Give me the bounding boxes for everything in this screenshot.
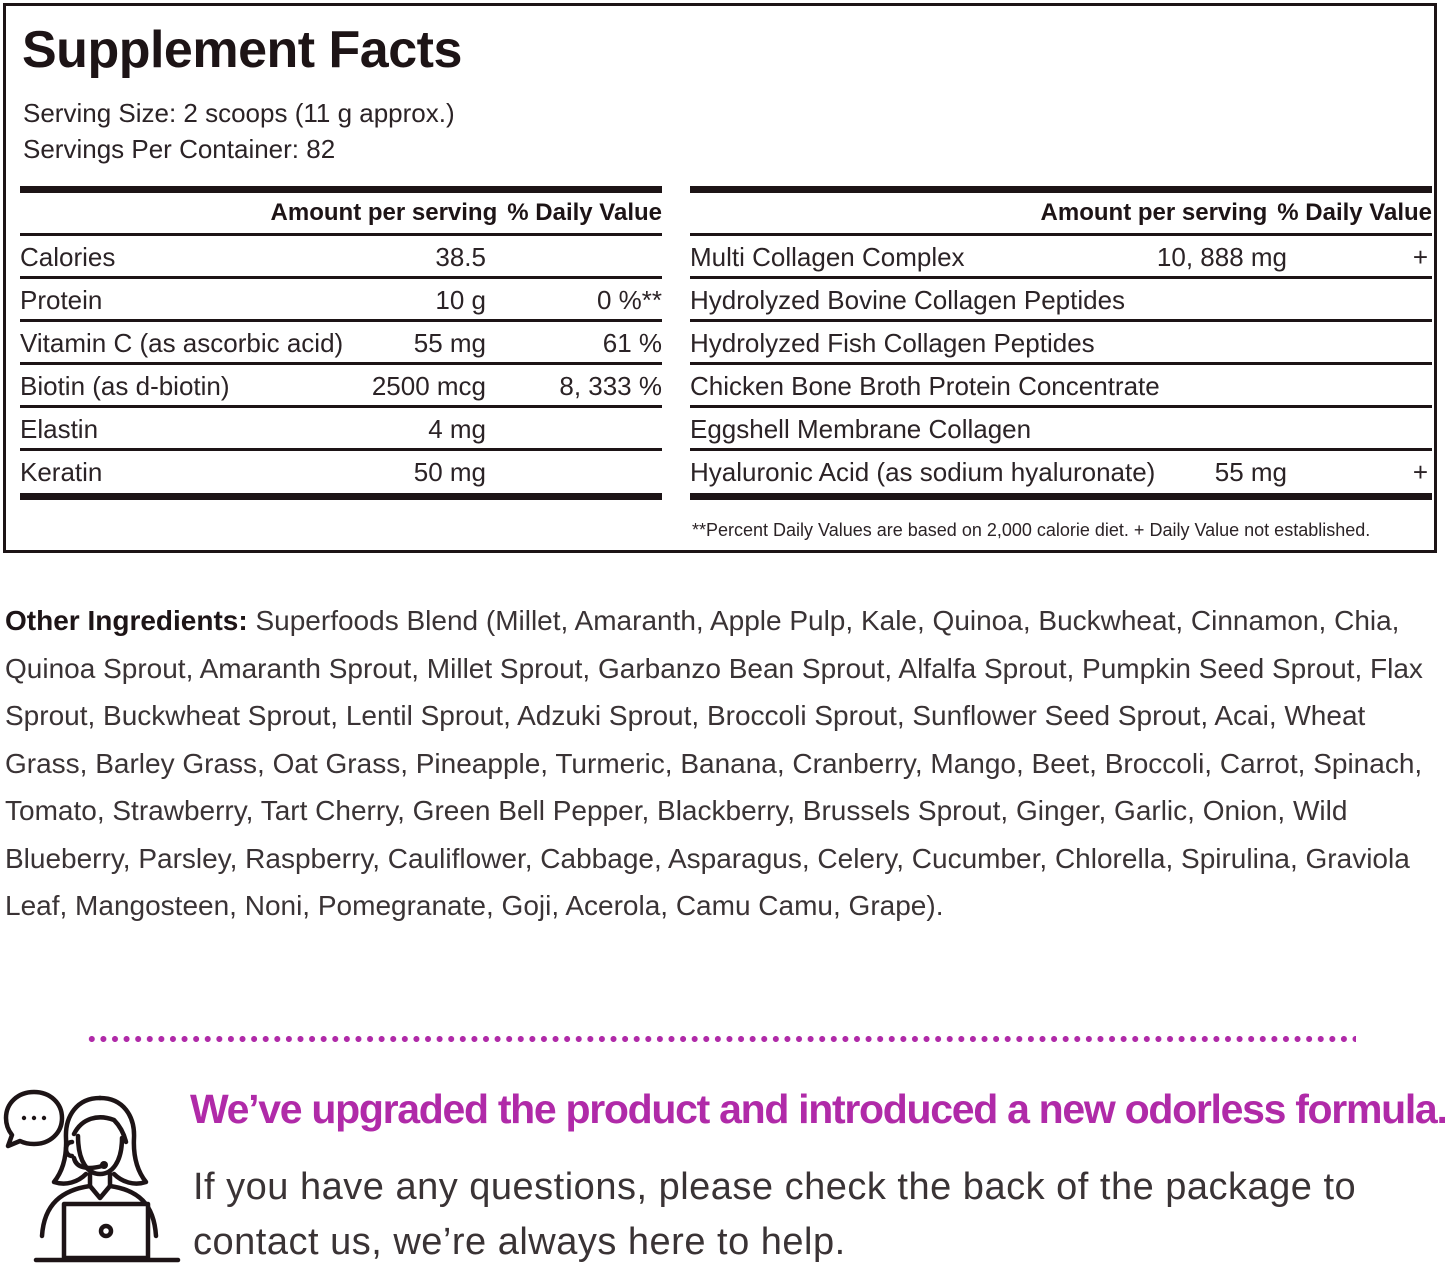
table-row: Multi Collagen Complex 10, 888 mg + [690, 236, 1432, 279]
divider [20, 186, 662, 193]
nutrient-name: Biotin (as d-biotin) [20, 371, 230, 401]
table-row: Hydrolyzed Fish Collagen Peptides [690, 322, 1432, 365]
table-row: Elastin 4 mg [20, 408, 662, 451]
nutrient-daily-value: + [1412, 242, 1428, 272]
chat-bubble-icon [3, 1089, 65, 1149]
nutrient-name: Chicken Bone Broth Protein Concentrate [690, 371, 1160, 401]
table-row: Protein 10 g 0 %** [20, 279, 662, 322]
nutrient-daily-value: 61 % [602, 328, 662, 358]
divider [690, 186, 1432, 193]
divider [690, 493, 1432, 500]
nutrient-amount: 50 mg [413, 457, 486, 487]
nutrient-name: Hydrolyzed Fish Collagen Peptides [690, 328, 1095, 358]
nutrient-daily-value: 0 %** [596, 285, 662, 315]
table-row: Keratin 50 mg [20, 451, 662, 491]
nutrient-amount: 10, 888 mg [1156, 242, 1287, 272]
header-daily-value: % Daily Value [507, 199, 662, 226]
table-row: Eggshell Membrane Collagen [690, 408, 1432, 451]
facts-table-left: Amount per serving % Daily Value Calorie… [20, 186, 662, 500]
dotted-divider [86, 1035, 1356, 1043]
nutrient-amount: 55 mg [1214, 457, 1287, 487]
header-daily-value: % Daily Value [1277, 199, 1432, 226]
nutrient-name: Calories [20, 242, 116, 272]
support-message: If you have any questions, please check … [193, 1166, 1357, 1263]
customer-support-icon [3, 1089, 181, 1263]
nutrient-name: Elastin [20, 414, 99, 444]
header-amount: Amount per serving [1040, 199, 1268, 226]
nutrient-daily-value: + [1412, 457, 1428, 487]
nutrient-amount: 38.5 [435, 242, 486, 272]
nutrient-name: Protein [20, 285, 103, 315]
supplement-facts-panel: Supplement Facts Serving Size: 2 scoops … [3, 3, 1437, 553]
facts-table-right: Amount per serving % Daily Value Multi C… [690, 186, 1432, 500]
servings-per-container: Servings Per Container: 82 [23, 134, 336, 164]
daily-value-footnote: **Percent Daily Values are based on 2,00… [692, 520, 1371, 540]
divider [20, 493, 662, 500]
table-row: Chicken Bone Broth Protein Concentrate [690, 365, 1432, 408]
nutrient-amount: 2500 mcg [371, 371, 486, 401]
other-ingredients: Other Ingredients: Superfoods Blend (Mil… [5, 597, 1443, 930]
table-row: Vitamin C (as ascorbic acid) 55 mg 61 % [20, 322, 662, 365]
serving-size: Serving Size: 2 scoops (11 g approx.) [23, 98, 455, 128]
nutrient-amount: 10 g [435, 285, 486, 315]
facts-title: Supplement Facts [22, 21, 462, 79]
nutrient-amount: 55 mg [413, 328, 486, 358]
table-row: Hyaluronic Acid (as sodium hyaluronate) 5… [690, 451, 1432, 491]
nutrient-amount: 4 mg [428, 414, 486, 444]
nutrient-name: Hyaluronic Acid (as sodium hyaluronate) [690, 457, 1156, 487]
laptop-icon [33, 1201, 181, 1263]
table-row: Hydrolyzed Bovine Collagen Peptides [690, 279, 1432, 322]
nutrient-name: Keratin [20, 457, 103, 487]
other-ingredients-label: Other Ingredients: [5, 605, 248, 636]
nutrient-name: Eggshell Membrane Collagen [690, 414, 1032, 444]
other-ingredients-text: Superfoods Blend (Millet, Amaranth, Appl… [5, 605, 1423, 921]
upgrade-headline: We’ve upgraded the product and introduce… [190, 1086, 1445, 1132]
header-amount: Amount per serving [270, 199, 498, 226]
nutrient-name: Multi Collagen Complex [690, 242, 965, 272]
nutrient-name: Hydrolyzed Bovine Collagen Peptides [690, 285, 1126, 315]
table-header: Amount per serving % Daily Value [20, 193, 662, 236]
table-row: Biotin (as d-biotin) 2500 mcg 8, 333 % [20, 365, 662, 408]
table-row: Calories 38.5 [20, 236, 662, 279]
nutrient-daily-value: 8, 333 % [559, 371, 662, 401]
nutrient-name: Vitamin C (as ascorbic acid) [20, 328, 344, 358]
table-header: Amount per serving % Daily Value [690, 193, 1432, 236]
